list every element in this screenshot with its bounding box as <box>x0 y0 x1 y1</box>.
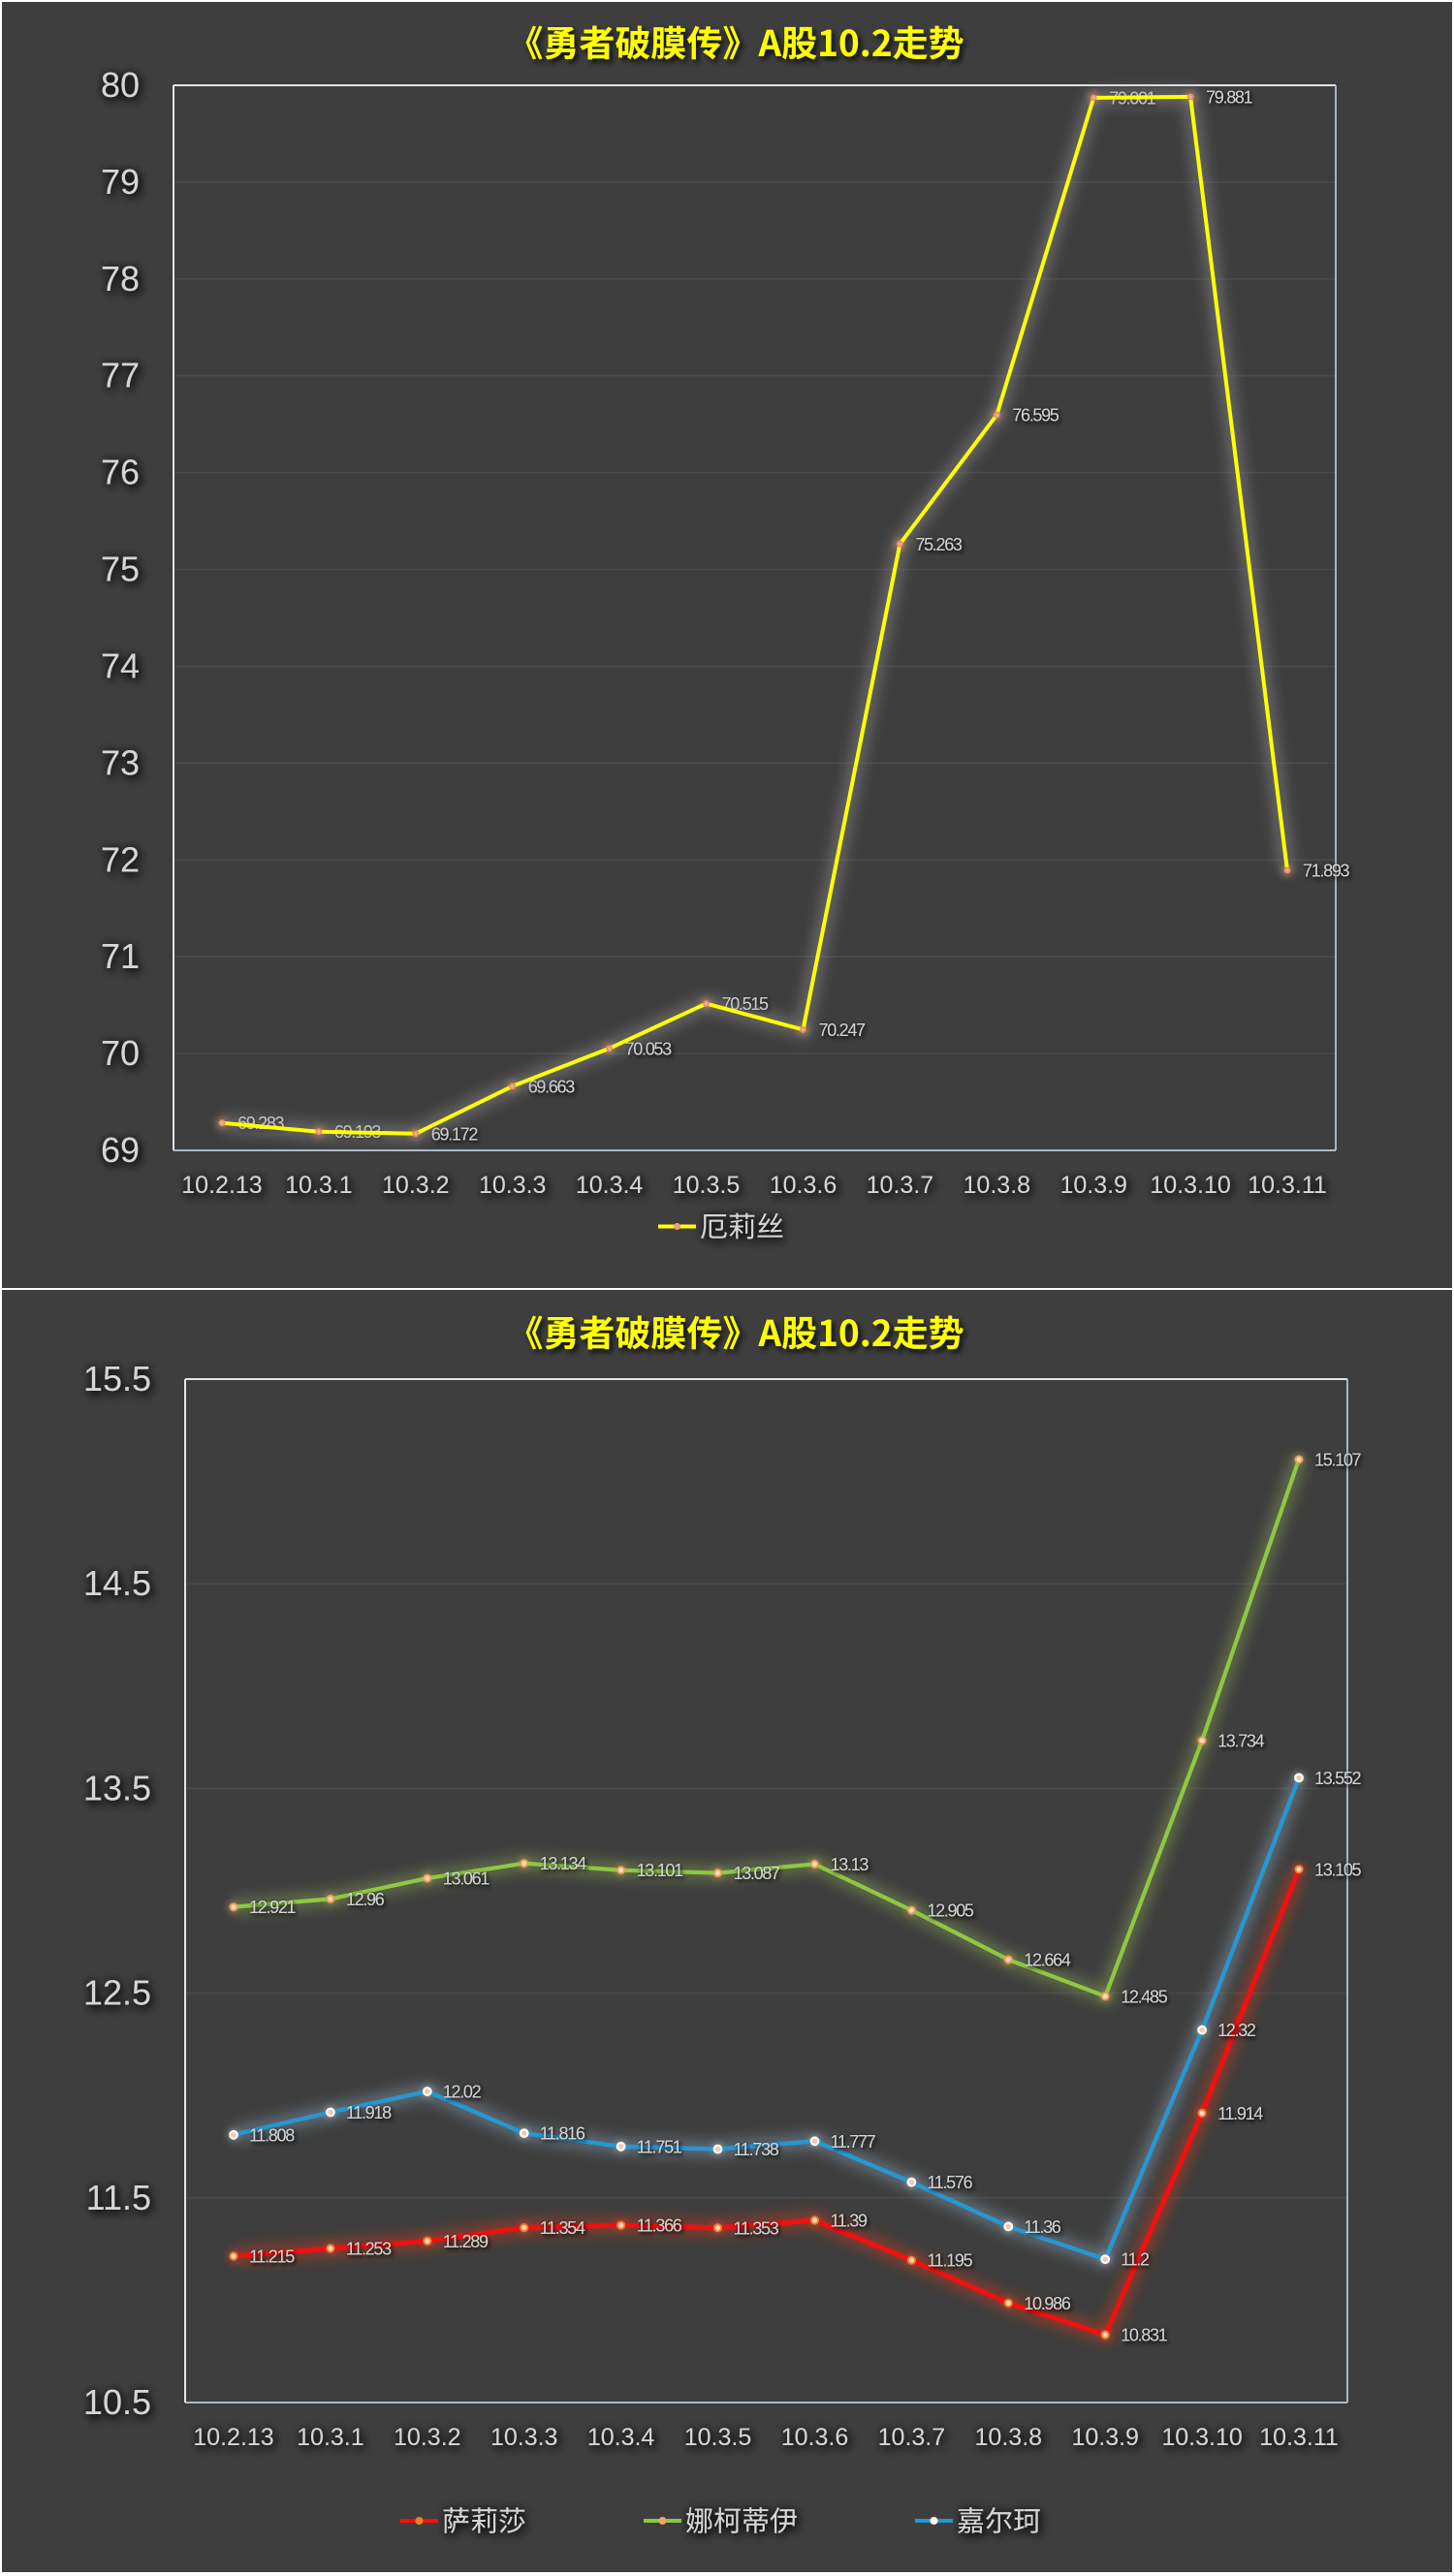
svg-text:10.3.10: 10.3.10 <box>1161 2424 1242 2451</box>
svg-text:13.5: 13.5 <box>83 1768 151 1807</box>
svg-text:10.831: 10.831 <box>1121 2326 1168 2345</box>
svg-text:80: 80 <box>101 65 140 105</box>
svg-text:69: 69 <box>101 1130 140 1170</box>
svg-text:12.905: 12.905 <box>927 1901 974 1921</box>
svg-text:13.101: 13.101 <box>637 1861 684 1880</box>
svg-text:76.595: 76.595 <box>1012 406 1059 425</box>
svg-text:10.986: 10.986 <box>1024 2294 1071 2313</box>
svg-text:11.253: 11.253 <box>346 2240 392 2259</box>
svg-text:11.39: 11.39 <box>831 2212 868 2231</box>
svg-text:10.3.5: 10.3.5 <box>684 2424 752 2451</box>
svg-text:11.2: 11.2 <box>1121 2250 1150 2270</box>
svg-text:10.3.5: 10.3.5 <box>673 1172 741 1199</box>
svg-text:10.3.7: 10.3.7 <box>867 1172 934 1199</box>
svg-text:75.263: 75.263 <box>915 535 963 554</box>
svg-text:74: 74 <box>101 646 140 686</box>
svg-text:10.3.8: 10.3.8 <box>975 2424 1043 2451</box>
svg-text:10.3.10: 10.3.10 <box>1150 1172 1230 1199</box>
svg-text:13.13: 13.13 <box>831 1855 869 1874</box>
svg-text:10.3.6: 10.3.6 <box>770 1172 838 1199</box>
svg-text:79: 79 <box>101 162 140 202</box>
svg-text:11.36: 11.36 <box>1024 2217 1060 2237</box>
svg-text:10.2.13: 10.2.13 <box>181 1172 262 1199</box>
svg-text:72: 72 <box>101 839 140 879</box>
svg-text:73: 73 <box>101 742 140 782</box>
svg-text:12.02: 12.02 <box>443 2083 482 2102</box>
svg-text:10.3.4: 10.3.4 <box>576 1172 644 1199</box>
svg-text:14.5: 14.5 <box>83 1563 151 1603</box>
svg-text:11.366: 11.366 <box>637 2216 682 2236</box>
svg-text:71.893: 71.893 <box>1303 862 1350 881</box>
svg-text:10.3.2: 10.3.2 <box>394 2424 461 2451</box>
svg-text:70: 70 <box>101 1033 140 1073</box>
svg-text:71: 71 <box>101 936 140 976</box>
svg-text:10.3.11: 10.3.11 <box>1259 2424 1339 2451</box>
svg-text:10.2.13: 10.2.13 <box>193 2424 273 2451</box>
svg-text:15.107: 15.107 <box>1314 1451 1362 1470</box>
svg-text:11.354: 11.354 <box>540 2218 585 2238</box>
svg-text:12.5: 12.5 <box>83 1973 151 2013</box>
svg-text:10.3.11: 10.3.11 <box>1248 1172 1327 1199</box>
svg-text:12.664: 12.664 <box>1024 1951 1071 1970</box>
svg-text:11.215: 11.215 <box>249 2247 295 2267</box>
svg-text:10.5: 10.5 <box>83 2382 151 2422</box>
svg-text:11.195: 11.195 <box>927 2251 972 2271</box>
svg-text:70.247: 70.247 <box>819 1021 867 1040</box>
svg-text:11.289: 11.289 <box>443 2232 489 2251</box>
svg-text:12.32: 12.32 <box>1217 2021 1256 2040</box>
svg-text:11.808: 11.808 <box>249 2125 295 2145</box>
svg-text:11.738: 11.738 <box>734 2140 779 2159</box>
svg-text:13.105: 13.105 <box>1314 1860 1362 1879</box>
svg-text:10.3.3: 10.3.3 <box>490 2424 558 2451</box>
svg-text:13.552: 13.552 <box>1314 1769 1362 1788</box>
svg-text:10.3.6: 10.3.6 <box>781 2424 849 2451</box>
svg-text:13.087: 13.087 <box>734 1864 781 1883</box>
svg-text:12.96: 12.96 <box>346 1890 385 1909</box>
svg-text:77: 77 <box>101 356 140 395</box>
svg-text:15.5: 15.5 <box>83 1359 151 1398</box>
svg-text:10.3.1: 10.3.1 <box>297 2424 364 2451</box>
svg-text:10.3.2: 10.3.2 <box>382 1172 450 1199</box>
svg-text:12.921: 12.921 <box>249 1898 297 1917</box>
svg-text:10.3.8: 10.3.8 <box>964 1172 1031 1199</box>
svg-text:10.3.9: 10.3.9 <box>1071 2424 1139 2451</box>
svg-text:78: 78 <box>101 259 140 298</box>
svg-text:11.777: 11.777 <box>831 2132 876 2152</box>
svg-text:11.576: 11.576 <box>927 2173 972 2192</box>
svg-text:11.751: 11.751 <box>637 2137 682 2156</box>
svg-text:10.3.1: 10.3.1 <box>285 1172 353 1199</box>
svg-text:10.3.9: 10.3.9 <box>1059 1172 1127 1199</box>
svg-text:13.734: 13.734 <box>1217 1732 1265 1751</box>
svg-text:11.918: 11.918 <box>346 2103 392 2122</box>
svg-text:13.061: 13.061 <box>443 1869 490 1889</box>
svg-text:76: 76 <box>101 453 140 492</box>
svg-text:12.485: 12.485 <box>1121 1987 1168 2006</box>
svg-text:11.816: 11.816 <box>540 2124 585 2144</box>
svg-text:10.3.4: 10.3.4 <box>587 2424 655 2451</box>
svg-text:79.881: 79.881 <box>1206 87 1253 107</box>
svg-text:13.134: 13.134 <box>540 1854 587 1873</box>
svg-text:11.914: 11.914 <box>1217 2104 1263 2123</box>
svg-text:11.353: 11.353 <box>734 2218 779 2238</box>
svg-text:11.5: 11.5 <box>86 2178 151 2217</box>
svg-text:10.3.7: 10.3.7 <box>878 2424 946 2451</box>
svg-text:69.172: 69.172 <box>431 1124 479 1144</box>
svg-text:10.3.3: 10.3.3 <box>479 1172 547 1199</box>
svg-text:75: 75 <box>101 550 140 589</box>
